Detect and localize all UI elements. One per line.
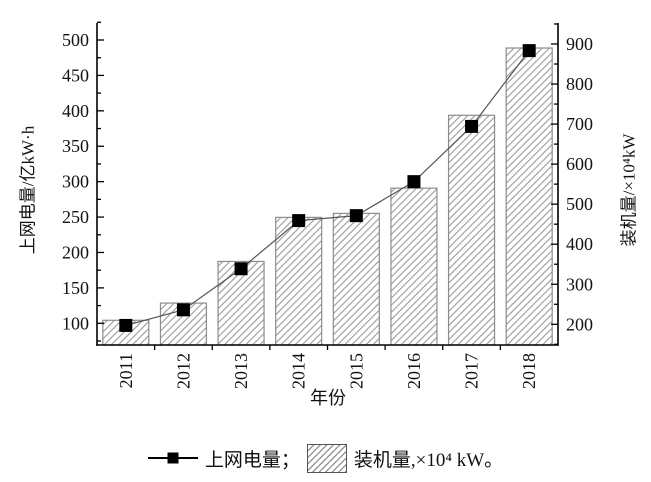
line-marker-2017	[465, 119, 479, 133]
x-axis-tick-label: 2013	[231, 353, 251, 389]
right-axis-tick-label: 600	[566, 154, 593, 174]
square-marker-icon	[167, 452, 179, 464]
installed-capacity-bar-2016	[390, 187, 438, 346]
right-axis-tick-label: 700	[566, 114, 593, 134]
right-axis-tick-label: 400	[566, 234, 593, 254]
installed-capacity-bar-2013	[217, 260, 265, 346]
installed-capacity-bar-2014	[275, 216, 323, 346]
line-series-symbol	[147, 452, 198, 464]
line-marker-2014	[292, 214, 306, 228]
right-axis-tick-label: 200	[566, 314, 593, 334]
installed-capacity-bar-2017	[447, 114, 496, 346]
line-marker-2011	[119, 318, 133, 332]
line-marker-2016	[407, 175, 421, 189]
plot-area: 100 150 200 250 300 350 400 450 500 200 300 400 500 6…	[62, 21, 593, 389]
left-axis-tick-label: 450	[62, 65, 89, 85]
left-axis-tick-label: 500	[62, 30, 89, 50]
installed-capacity-bar-2015	[332, 212, 380, 346]
line-marker-2015	[349, 209, 363, 223]
x-axis-title: 年份	[310, 388, 346, 408]
right-axis-title: 装机量/×10⁴kW	[620, 133, 639, 247]
legend: 上网电量； 装机量,×10⁴ kW。	[0, 440, 651, 476]
left-axis-title: 上网电量/亿kW·h	[19, 125, 38, 254]
x-axis-tick-label: 2011	[116, 353, 136, 388]
right-axis-tick-label: 500	[566, 194, 593, 214]
x-axis-tick-label: 2012	[173, 353, 193, 389]
line-marker-2012	[176, 303, 190, 317]
left-axis-tick-label: 400	[62, 101, 89, 121]
grid-electricity-line	[125, 50, 530, 327]
line-marker-2013	[234, 262, 248, 276]
installed-capacity-bar-2018	[505, 47, 553, 346]
x-axis-tick-label: 2016	[404, 353, 424, 389]
left-axis-tick-label: 100	[62, 313, 89, 333]
left-axis-tick-label: 300	[62, 172, 89, 192]
x-axis-tick-label: 2015	[346, 353, 366, 389]
left-axis-tick-label: 200	[62, 242, 89, 262]
right-axis-tick-label: 300	[566, 274, 593, 294]
right-axis-tick-label: 900	[566, 34, 593, 54]
right-axis-tick-label: 800	[566, 74, 593, 94]
line-marker-2018	[522, 44, 536, 58]
x-axis-tick-label: 2018	[519, 353, 539, 389]
left-axis-tick-label: 350	[62, 136, 89, 156]
x-axis-tick-label: 2014	[289, 353, 309, 389]
line-series-label: 上网电量；	[204, 449, 300, 471]
left-axis-tick-label: 150	[62, 278, 89, 298]
bar-series-label: 装机量,×10⁴ kW。	[353, 449, 504, 471]
left-axis-tick-label: 250	[62, 207, 89, 227]
x-axis-tick-label: 2017	[462, 353, 482, 389]
bar-series-swatch	[306, 443, 347, 473]
